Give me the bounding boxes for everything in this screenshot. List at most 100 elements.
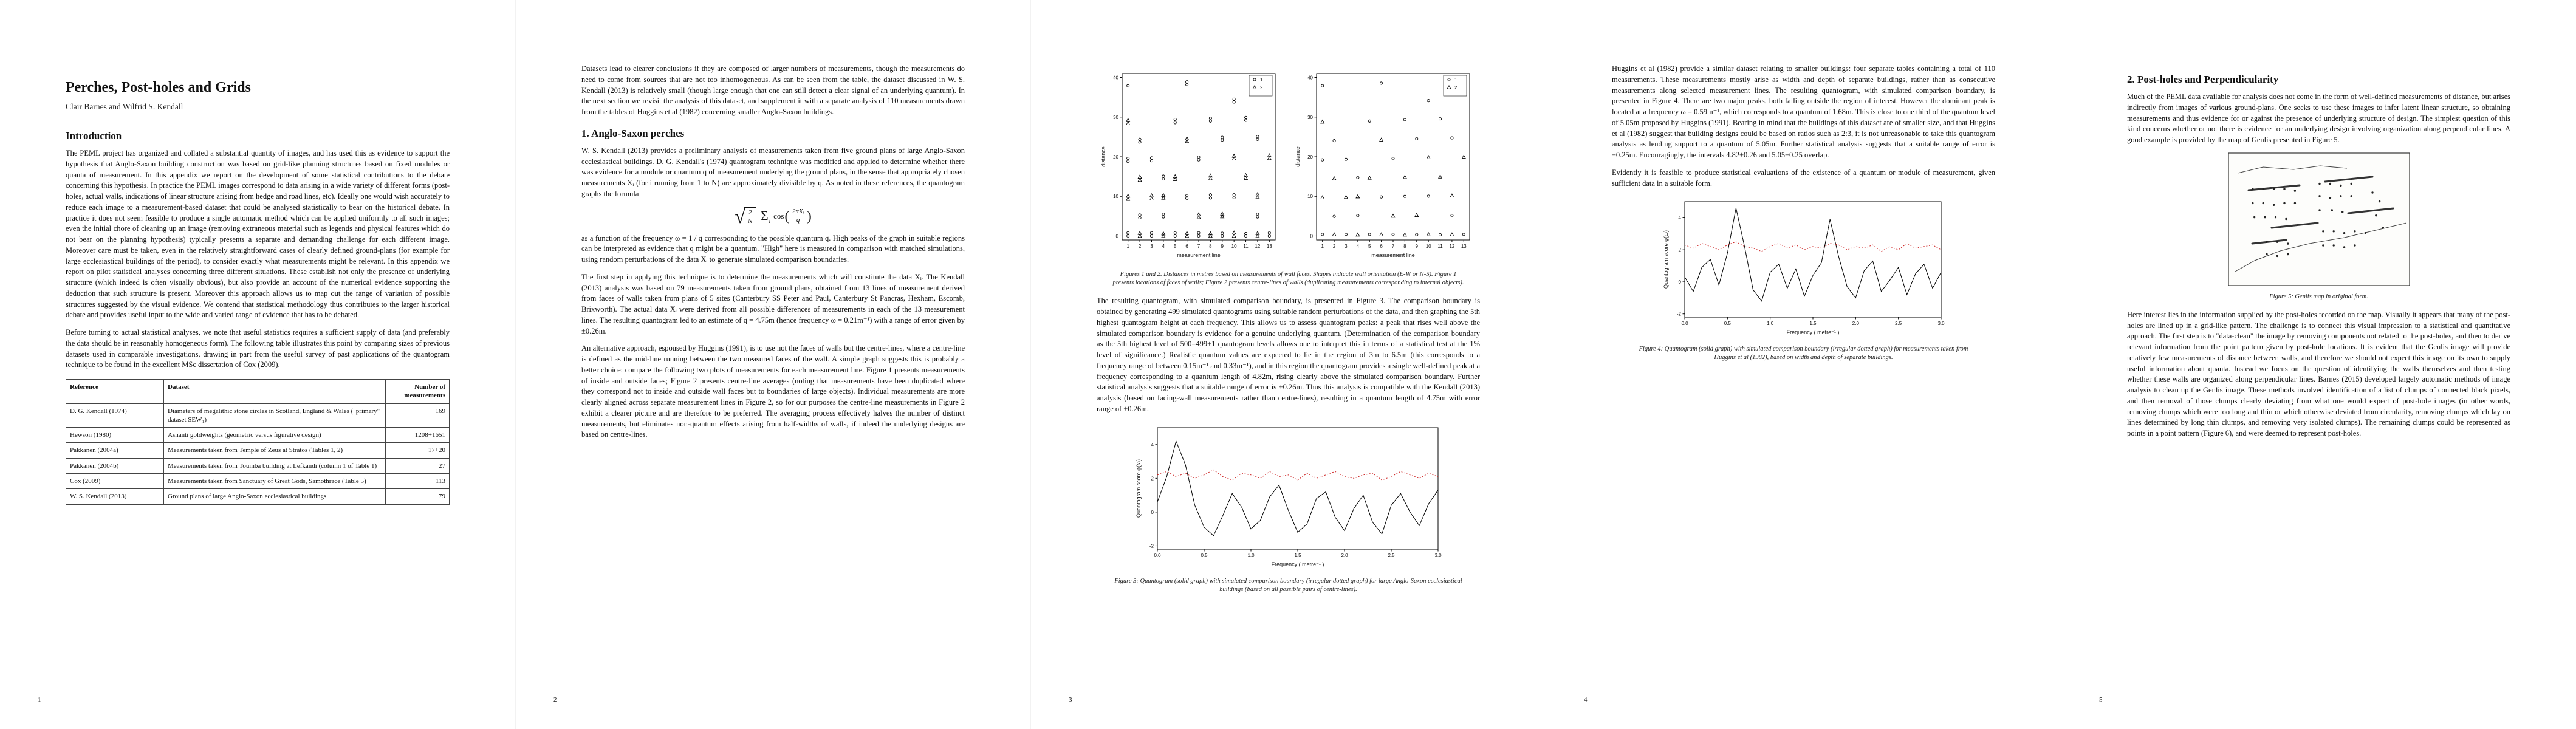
svg-text:3: 3 <box>1150 244 1153 249</box>
table-header-cell: Number of measurements <box>385 379 450 404</box>
svg-text:8: 8 <box>1403 244 1406 249</box>
figure-4-container: 0.0 0.5 1.0 1.5 2.0 2.5 3.0 -2 0 2 4 Frequency ( me… <box>1612 196 1995 341</box>
svg-text:-2: -2 <box>1149 543 1154 549</box>
svg-text:5: 5 <box>1174 244 1177 249</box>
svg-text:1.0: 1.0 <box>1767 321 1774 326</box>
svg-text:2: 2 <box>1151 476 1154 481</box>
paper-authors: Clair Barnes and Wilfrid S. Kendall <box>66 102 183 111</box>
svg-text:2.0: 2.0 <box>1341 553 1348 558</box>
figure-5-caption: Figure 5: Genlis map in original form. <box>2269 293 2368 300</box>
svg-text:1.0: 1.0 <box>1247 553 1255 558</box>
section-heading-anglo-saxon-perches: 1. Anglo-Saxon perches <box>581 127 685 139</box>
svg-text:9: 9 <box>1221 244 1224 249</box>
svg-text:10: 10 <box>1307 194 1313 199</box>
table-cell: 27 <box>385 457 450 474</box>
paragraph-huggins-dataset: Huggins et al (1982) provide a similar d… <box>1612 64 1995 159</box>
svg-text:4: 4 <box>1162 244 1165 249</box>
table-row: Cox (2009) Measurements taken from Sanctu… <box>66 473 450 490</box>
svg-text:1: 1 <box>1260 77 1263 83</box>
figure-3-quantogram-plot: 0.0 0.5 1.0 1.5 2.0 2.5 3.0 -2 0 2 4 Frequency ( me… <box>1136 427 1442 567</box>
cosine-function: cos <box>773 211 784 221</box>
table-header-cell: Reference <box>66 379 164 404</box>
svg-text:30: 30 <box>1113 115 1118 120</box>
svg-text:3.0: 3.0 <box>1937 321 1945 326</box>
page-2: Datasets lead to clearer conclusions if … <box>515 0 1030 729</box>
svg-text:distance: distance <box>1100 146 1106 167</box>
right-paren: ) <box>807 208 812 224</box>
svg-text:12: 12 <box>1449 244 1454 249</box>
table-cell: Cox (2009) <box>66 473 164 490</box>
table-cell: 79 <box>385 488 450 505</box>
quantogram-formula: √ 2 N Σ i cos ( 2πXᵢ q ) <box>581 207 965 226</box>
svg-text:20: 20 <box>1307 154 1313 160</box>
svg-text:3.0: 3.0 <box>1434 553 1442 558</box>
svg-text:30: 30 <box>1307 115 1313 120</box>
table-cell: D. G. Kendall (1974) <box>66 403 164 428</box>
table-cell: Ground plans of large Anglo-Saxon eccles… <box>163 488 386 505</box>
svg-text:distance: distance <box>1295 146 1301 167</box>
figure-5-container <box>2127 152 2510 289</box>
summation-index: i <box>769 217 771 224</box>
svg-text:40: 40 <box>1113 75 1118 81</box>
svg-text:1: 1 <box>1454 77 1458 83</box>
paragraph-peml-images: Much of the PEML data available for anal… <box>2127 92 2510 144</box>
svg-text:5: 5 <box>1368 244 1371 249</box>
svg-text:Frequency ( metre⁻¹ ): Frequency ( metre⁻¹ ) <box>1786 329 1839 335</box>
radicand-numerator: 2 <box>747 208 753 217</box>
svg-text:Quantogram score φ(ω): Quantogram score φ(ω) <box>1136 459 1142 518</box>
svg-text:9: 9 <box>1415 244 1418 249</box>
svg-text:0.0: 0.0 <box>1681 321 1688 326</box>
svg-text:10: 10 <box>1425 244 1431 249</box>
svg-text:11: 11 <box>1437 244 1443 249</box>
paragraph-datasets-intro: Before turning to actual statistical ana… <box>66 328 450 369</box>
paper-title: Perches, Post-holes and Grids <box>66 80 251 95</box>
table-cell: Diameters of megalithic stone circles in… <box>163 403 386 428</box>
svg-text:4: 4 <box>1356 244 1359 249</box>
svg-text:1.5: 1.5 <box>1294 553 1301 558</box>
svg-text:6: 6 <box>1380 244 1383 249</box>
page-number: 5 <box>2099 696 2103 703</box>
svg-text:7: 7 <box>1391 244 1394 249</box>
radical-sign: √ <box>735 205 745 227</box>
svg-text:7: 7 <box>1197 244 1200 249</box>
paragraph-post-hole-analysis: Here interest lies in the information su… <box>2127 310 2510 438</box>
paragraph-dataset-sizes: Datasets lead to clearer conclusions if … <box>581 64 965 116</box>
table-cell: Measurements taken from Temple of Zeus a… <box>163 442 386 459</box>
svg-text:0.5: 0.5 <box>1201 553 1208 558</box>
figure-4-caption: Figure 4: Quantogram (solid graph) with … <box>1639 346 1968 361</box>
paragraph-centre-lines: An alternative approach, espoused by Hug… <box>581 344 965 439</box>
page-number: 4 <box>1584 696 1588 703</box>
table-row: D. G. Kendall (1974) Diameters of megalit… <box>66 403 450 428</box>
table-row: Pakkanen (2004b) Measurements taken from … <box>66 457 450 474</box>
svg-text:3: 3 <box>1345 244 1348 249</box>
page-number: 2 <box>553 696 557 703</box>
figure-3-caption: Figure 3: Quantogram (solid graph) with … <box>1114 577 1462 593</box>
paragraph-feasibility: Evidently it is feasible to produce stat… <box>1612 168 1995 188</box>
datasets-table: Reference Dataset Number of measurements D.… <box>66 379 450 505</box>
svg-text:measurement line: measurement line <box>1177 252 1221 258</box>
svg-text:-2: -2 <box>1676 312 1681 317</box>
svg-text:2: 2 <box>1678 247 1681 253</box>
paragraph-quantogram-result: The resulting quantogram, with simulated… <box>1097 296 1480 413</box>
table-cell: Pakkanen (2004b) <box>66 457 164 474</box>
figure-5-genlis-map <box>2227 152 2410 286</box>
svg-text:4: 4 <box>1678 216 1681 221</box>
table-row: Pakkanen (2004a) Measurements taken from … <box>66 442 450 459</box>
page-number: 1 <box>38 696 41 703</box>
page-4: Huggins et al (1982) provide a similar d… <box>1546 0 2061 729</box>
table-row: Hewson (1980) Ashanti goldweights (geomet… <box>66 427 450 443</box>
svg-text:2: 2 <box>1138 244 1141 249</box>
svg-text:measurement line: measurement line <box>1371 252 1415 258</box>
table-cell: Measurements taken from Toumba building … <box>163 457 386 474</box>
table-header-cell: Dataset <box>163 379 386 404</box>
section-heading-introduction: Introduction <box>66 130 122 142</box>
svg-text:13: 13 <box>1461 244 1466 249</box>
fraction-denominator: q <box>796 216 800 224</box>
page-5: 2. Post-holes and Perpendicularity Much … <box>2061 0 2576 729</box>
figures-1-2-row: 1 2 3 4 5 6 7 8 9 10 11 12 13 0 10 20 30 40 measurement li… <box>1097 66 1480 267</box>
svg-text:8: 8 <box>1209 244 1212 249</box>
svg-text:Quantogram score φ(ω): Quantogram score φ(ω) <box>1663 230 1669 289</box>
